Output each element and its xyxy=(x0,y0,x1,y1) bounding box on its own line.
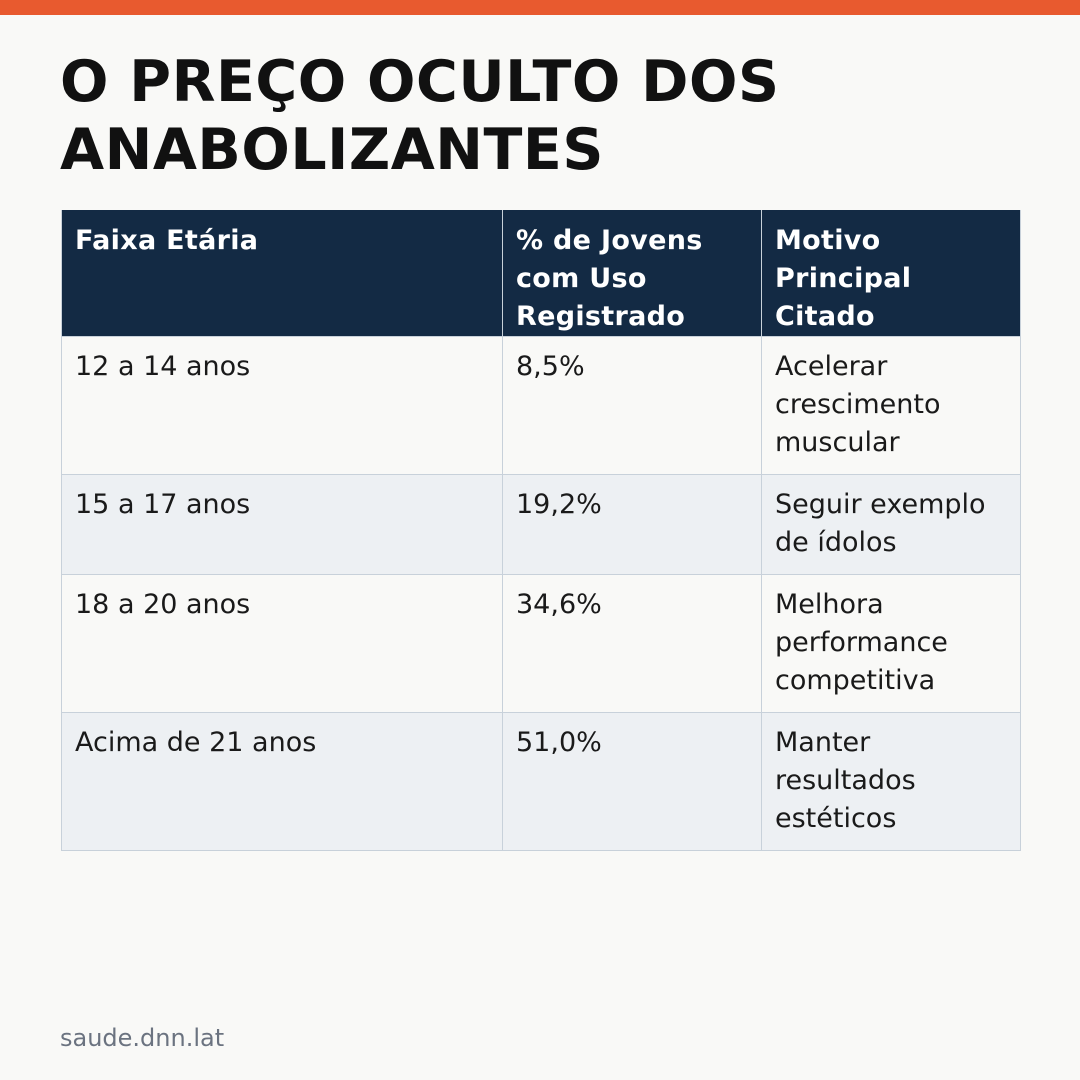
cell-usage-percent: 51,0% xyxy=(502,712,762,851)
table-row: Acima de 21 anos 51,0% Manter resultados… xyxy=(61,712,1021,851)
accent-bar xyxy=(0,0,1080,15)
cell-usage-percent: 19,2% xyxy=(502,474,762,575)
column-header-age-range: Faixa Etária xyxy=(61,210,503,337)
cell-age-range: 15 a 17 anos xyxy=(61,474,503,575)
page-title: O PREÇO OCULTO DOS ANABOLIZANTES xyxy=(60,49,780,183)
cell-age-range: 12 a 14 anos xyxy=(61,336,503,475)
table-header-row: Faixa Etária % de Jovens com Uso Registr… xyxy=(61,210,1021,337)
cell-main-reason: Seguir exemplo de ídolos xyxy=(761,474,1021,575)
cell-age-range: Acima de 21 anos xyxy=(61,712,503,851)
table-row: 15 a 17 anos 19,2% Seguir exemplo de ído… xyxy=(61,474,1021,575)
source-footer: saude.dnn.lat xyxy=(60,1024,225,1052)
cell-usage-percent: 8,5% xyxy=(502,336,762,475)
cell-main-reason: Melhora performance competitiva xyxy=(761,574,1021,713)
cell-usage-percent: 34,6% xyxy=(502,574,762,713)
column-header-usage-percent: % de Jovens com Uso Registrado xyxy=(502,210,762,337)
cell-age-range: 18 a 20 anos xyxy=(61,574,503,713)
column-header-main-reason: Motivo Principal Citado xyxy=(761,210,1021,337)
cell-main-reason: Acelerar crescimento muscular xyxy=(761,336,1021,475)
table-row: 18 a 20 anos 34,6% Melhora performance c… xyxy=(61,574,1021,713)
table-row: 12 a 14 anos 8,5% Acelerar crescimento m… xyxy=(61,336,1021,475)
cell-main-reason: Manter resultados estéticos xyxy=(761,712,1021,851)
data-table: Faixa Etária % de Jovens com Uso Registr… xyxy=(61,210,1021,851)
